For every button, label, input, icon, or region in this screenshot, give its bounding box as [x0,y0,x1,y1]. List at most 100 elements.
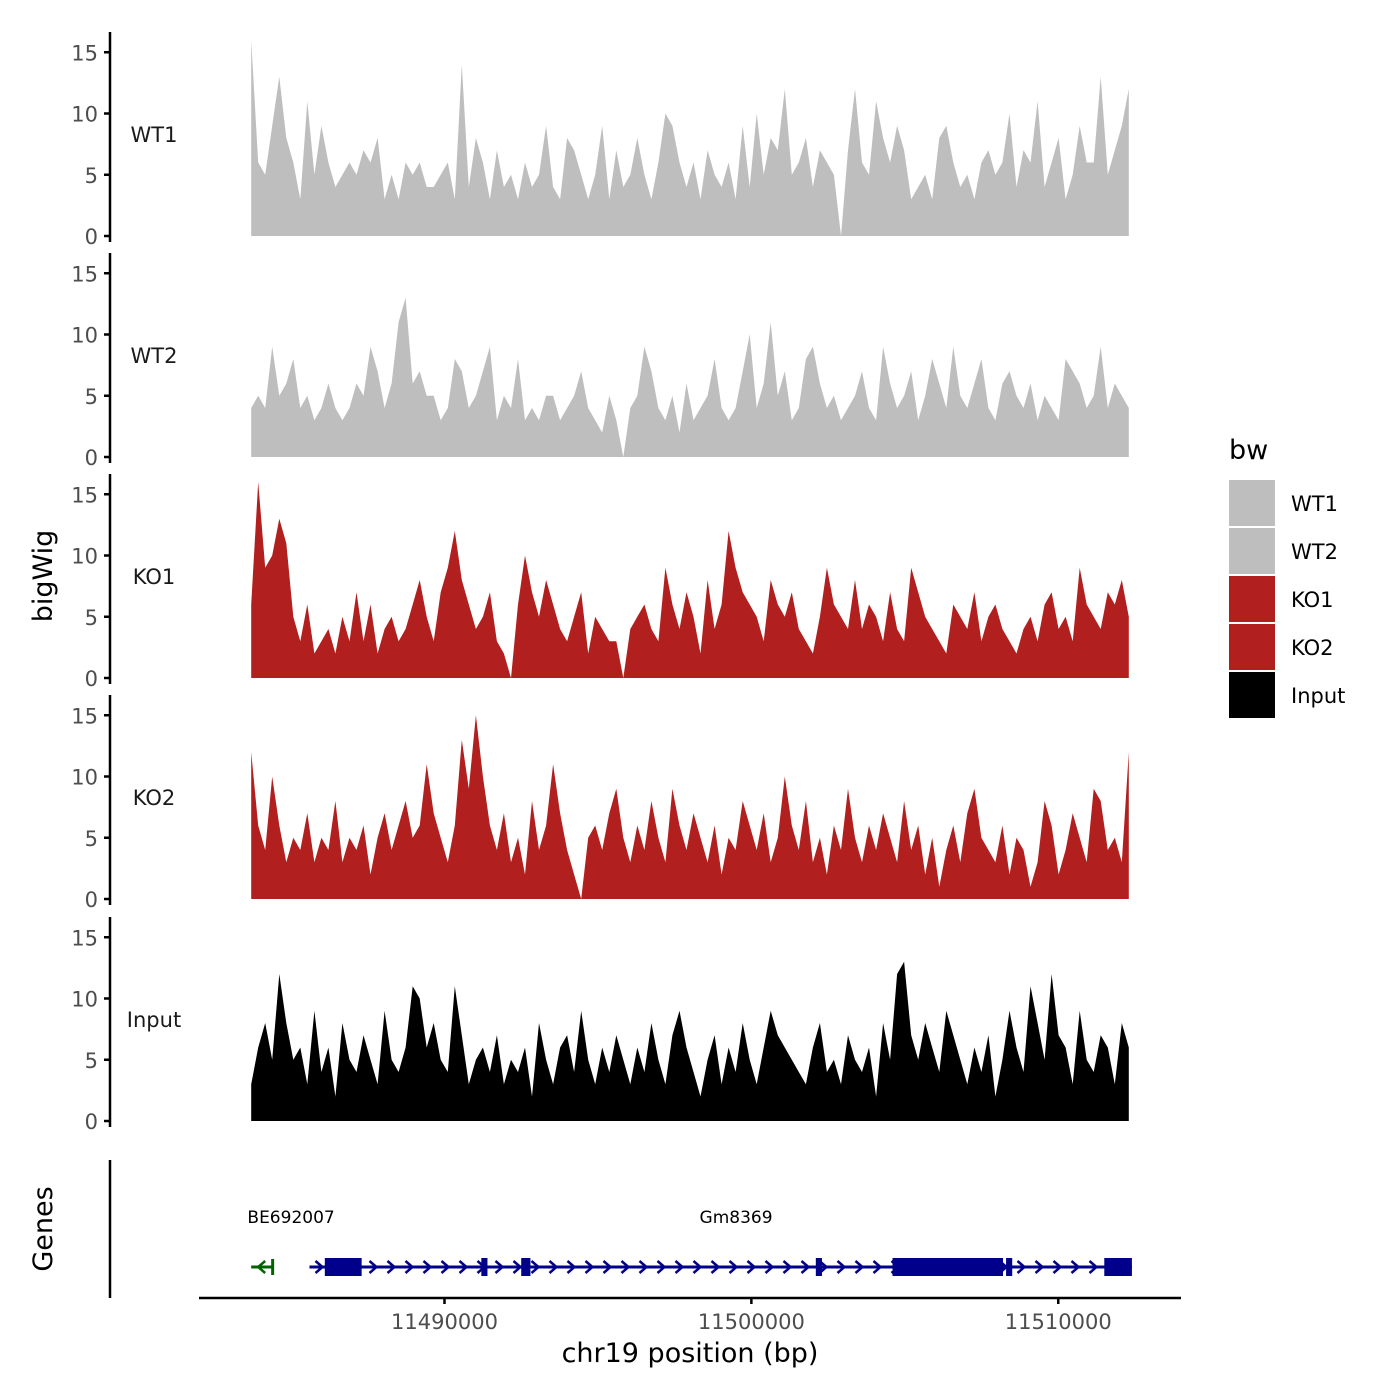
strand-arrow [674,1260,685,1274]
panel-wt2: 0 5 10 15 WT2 [71,253,1129,470]
x-tick-label: 11490000 [391,1310,498,1334]
track-label: KO2 [133,786,176,810]
y-tick-label: 10 [71,103,98,127]
x-axis-title: chr19 position (bp) [562,1338,819,1369]
strand-arrow [1016,1260,1027,1274]
strand-arrow [602,1260,613,1274]
strand-arrow [512,1260,523,1274]
signal-area-wt1 [251,40,1129,236]
strand-arrow [256,1260,266,1274]
strand-arrow [872,1260,883,1274]
exon [892,1258,1004,1276]
genes-axis-title: Genes [28,1186,59,1271]
strand-arrow [530,1260,541,1274]
y-axis-title: bigWig [28,530,59,623]
strand-arrow [764,1260,775,1274]
exon [521,1258,531,1276]
y-tick-label: 15 [71,926,98,950]
strand-arrow [422,1260,433,1274]
x-axis: 11490000 11500000 11510000 [199,1296,1181,1334]
strand-arrow [782,1260,793,1274]
y-tick-label: 10 [71,324,98,348]
gene-label: Gm8369 [700,1208,773,1228]
exon [1006,1258,1013,1276]
exon [1104,1258,1132,1276]
legend-label-ko2: KO2 [1291,636,1334,660]
strand-arrow [620,1260,631,1274]
y-tick-label: 0 [85,225,98,249]
strand-arrow [710,1260,721,1274]
exon [324,1258,362,1276]
y-tick-label: 0 [85,667,98,691]
signal-panels: 0 5 10 15 WT1 0 5 10 15 WT2 0 5 10 15 KO1 0 5 10 15 KO2 0 5 10… [71,32,1129,1134]
signal-area-wt2 [251,297,1129,457]
strand-arrow [656,1260,667,1274]
strand-arrow [368,1260,379,1274]
strand-arrow [314,1260,325,1274]
gene-label: BE692007 [247,1208,334,1228]
strand-arrow [458,1260,469,1274]
strand-arrow [800,1260,811,1274]
y-tick-label: 15 [71,483,98,507]
track-label: Input [127,1008,181,1032]
legend-label-input: Input [1291,684,1345,708]
strand-arrow [1052,1260,1063,1274]
legend: bw WT1 WT2 KO1 KO2 Input [1229,435,1345,718]
legend-swatch-wt2 [1229,528,1275,574]
x-tick-label: 11510000 [1005,1310,1112,1334]
strand-arrow [692,1260,703,1274]
strand-arrow [728,1260,739,1274]
track-label: WT1 [131,123,178,147]
signal-area-ko2 [251,715,1129,899]
y-tick-label: 10 [71,766,98,790]
strand-arrow [386,1260,397,1274]
strand-arrow [440,1260,451,1274]
y-tick-label: 5 [85,164,98,188]
strand-arrow [746,1260,757,1274]
legend-label-ko1: KO1 [1291,588,1334,612]
legend-title: bw [1229,435,1268,466]
y-tick-label: 5 [85,827,98,851]
panel-wt1: 0 5 10 15 WT1 [71,32,1129,249]
y-tick-label: 10 [71,545,98,569]
strand-arrow [584,1260,595,1274]
y-tick-label: 5 [85,1049,98,1073]
genes-panel: BE692007 Gm8369 [108,1160,1132,1298]
y-tick-label: 10 [71,988,98,1012]
panel-input: 0 5 10 15 Input [71,917,1129,1134]
exon [481,1258,488,1276]
strand-arrow [404,1260,415,1274]
panel-ko1: 0 5 10 15 KO1 [71,474,1129,691]
track-label: KO1 [133,565,176,589]
signal-area-input [251,961,1129,1121]
signal-area-ko1 [251,482,1129,678]
x-tick-label: 11500000 [698,1310,805,1334]
y-tick-label: 5 [85,606,98,630]
gene-gm8369: Gm8369 [309,1208,1132,1276]
strand-arrow [494,1260,505,1274]
strand-arrow [1034,1260,1045,1274]
legend-swatch-ko1 [1229,576,1275,622]
y-tick-label: 0 [85,1110,98,1134]
strand-arrow [854,1260,865,1274]
y-tick-label: 0 [85,446,98,470]
y-tick-label: 0 [85,888,98,912]
strand-arrow [566,1260,577,1274]
legend-swatch-wt1 [1229,480,1275,526]
strand-arrow [638,1260,649,1274]
panel-ko2: 0 5 10 15 KO2 [71,695,1129,912]
gene-be692007: BE692007 [247,1208,335,1275]
y-tick-label: 15 [71,262,98,286]
strand-arrow [1088,1260,1099,1274]
strand-arrow [1070,1260,1081,1274]
track-label: WT2 [131,344,178,368]
exon [815,1258,822,1276]
y-tick-label: 15 [71,41,98,65]
y-tick-label: 5 [85,385,98,409]
strand-arrow [548,1260,559,1274]
legend-swatch-ko2 [1229,624,1275,670]
legend-label-wt1: WT1 [1291,492,1338,516]
strand-arrow [836,1260,847,1274]
legend-label-wt2: WT2 [1291,540,1338,564]
